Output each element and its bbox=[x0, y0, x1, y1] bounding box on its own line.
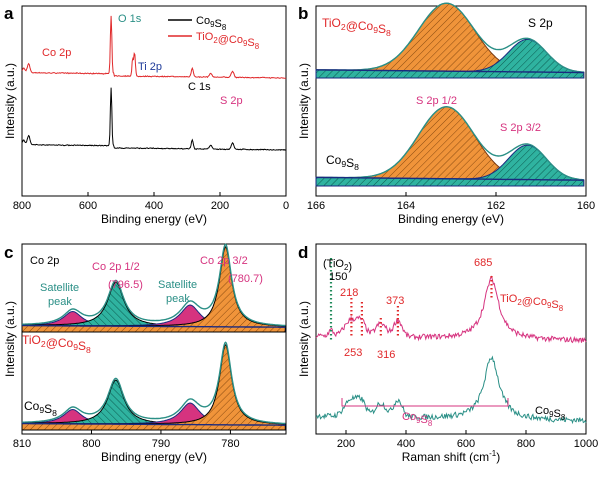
panel-a: 800 600 400 200 0 Binding energy (eV) Intensit… bbox=[3, 4, 289, 226]
y-axis-label: Intensity (a.u.) bbox=[297, 63, 311, 139]
raman-peak-label: 685 bbox=[474, 257, 492, 269]
tio2-co9s8-envelope bbox=[21, 243, 286, 327]
component-label-co2p12-value: (796.5) bbox=[108, 279, 143, 291]
panel-d: 200 400 600 800 1000 Raman shift (cm-1) Intens… bbox=[297, 243, 598, 464]
raman-peak-label: 373 bbox=[386, 295, 404, 307]
x-tick-label: 1000 bbox=[574, 438, 598, 450]
panel-title-s2p: S 2p bbox=[528, 16, 553, 30]
peak-label-c1s: C 1s bbox=[188, 81, 211, 93]
x-tick-label: 600 bbox=[79, 200, 97, 212]
sample-label-co9s8: Co9S8 bbox=[326, 153, 359, 172]
x-tick-label: 160 bbox=[577, 200, 595, 212]
sample-label-tio2-co9s8: TiO2@Co9S8 bbox=[22, 333, 91, 355]
co9s8-range-bracket bbox=[341, 398, 509, 407]
plot-frame bbox=[315, 243, 587, 435]
satellite-label-1: Satellite bbox=[40, 282, 79, 294]
x-tick-label: 780 bbox=[221, 438, 239, 450]
x-tick-label: 200 bbox=[337, 438, 355, 450]
legend-entry: Co9S8 bbox=[196, 15, 227, 32]
panel-letter: c bbox=[4, 243, 13, 262]
plot-frame bbox=[21, 243, 287, 435]
x-tick-label: 0 bbox=[283, 200, 289, 212]
peak-label-s2p: S 2p bbox=[220, 95, 243, 107]
series-tio2-co9s8 bbox=[315, 275, 587, 344]
peak-label-ti2p: Ti 2p bbox=[138, 61, 162, 73]
series-co9s8 bbox=[315, 355, 587, 425]
panel-letter: b bbox=[298, 4, 308, 23]
co9s8-baseline bbox=[316, 176, 584, 181]
co9s8-range-label: Co9S8 bbox=[402, 411, 433, 428]
panel-letter: d bbox=[298, 243, 308, 262]
component-label-s2p32: S 2p 3/2 bbox=[500, 122, 541, 134]
component-label-co2p32: Co 2p 3/2 bbox=[200, 255, 248, 267]
x-tick-label: 600 bbox=[457, 438, 475, 450]
x-tick-label: 164 bbox=[397, 200, 415, 212]
satellite-label-1-peak: peak bbox=[48, 296, 72, 308]
x-axis-label: Raman shift (cm-1) bbox=[402, 449, 500, 464]
sample-label-co9s8: Co9S8 bbox=[24, 399, 57, 418]
component-label-co2p12: Co 2p 1/2 bbox=[92, 261, 140, 273]
co9s8-baseline bbox=[22, 422, 286, 426]
satellite-label-2: Satellite bbox=[158, 279, 197, 291]
x-tick-label: 162 bbox=[487, 200, 505, 212]
raman-peak-label: 316 bbox=[377, 349, 395, 361]
x-tick-label: 200 bbox=[211, 200, 229, 212]
legend-entry: TiO2@Co9S8 bbox=[196, 31, 260, 51]
component-label-s2p12: S 2p 1/2 bbox=[416, 95, 457, 107]
x-tick-label: 790 bbox=[152, 438, 170, 450]
sample-label-co9s8: Co9S8 bbox=[535, 405, 566, 422]
x-tick-label: 400 bbox=[145, 200, 163, 212]
series-co9s8 bbox=[21, 87, 287, 151]
raman-peak-label: 253 bbox=[344, 347, 362, 359]
series-tio2-co9s8 bbox=[21, 15, 287, 80]
x-axis-label: Binding energy (eV) bbox=[101, 450, 207, 464]
x-tick-label: 810 bbox=[13, 438, 31, 450]
x-tick-label: 800 bbox=[517, 438, 535, 450]
y-axis-label: Intensity (a.u.) bbox=[3, 63, 17, 139]
x-axis-label: Binding energy (eV) bbox=[398, 212, 504, 226]
panel-b: 166 164 162 160 Binding energy (eV) Intensity… bbox=[297, 2, 595, 226]
tio2-co9s8-baseline bbox=[22, 324, 286, 328]
panel-c: 810 800 790 780 Binding energy (eV) Intensity… bbox=[3, 243, 287, 464]
x-axis-label: Binding energy (eV) bbox=[101, 212, 207, 226]
y-axis-label: Intensity (a.u.) bbox=[3, 301, 17, 377]
panel-letter: a bbox=[4, 4, 14, 23]
satellite-label-2-peak: peak bbox=[166, 293, 190, 305]
raman-peak-label: 218 bbox=[340, 287, 358, 299]
plot-frame bbox=[21, 5, 287, 197]
tio2-co9s8-baseline bbox=[315, 69, 584, 74]
panel-title-co2p: Co 2p bbox=[30, 255, 59, 267]
tio2-reference-label: (TiO2) bbox=[323, 258, 352, 273]
co9s8-envelope bbox=[21, 341, 286, 425]
component-label-co2p32-value: (780.7) bbox=[228, 273, 263, 285]
x-tick-label: 400 bbox=[397, 438, 415, 450]
peak-label-co2p: Co 2p bbox=[42, 47, 71, 59]
x-tick-label: 166 bbox=[307, 200, 325, 212]
x-tick-label: 800 bbox=[13, 200, 31, 212]
sample-label-tio2-co9s8: TiO2@Co9S8 bbox=[500, 293, 564, 313]
y-axis-label: Intensity (a.u.) bbox=[297, 301, 311, 377]
peak-label-o1s: O 1s bbox=[118, 13, 142, 25]
raman-peak-label: 150 bbox=[329, 271, 347, 283]
x-tick-label: 800 bbox=[82, 438, 100, 450]
sample-label-tio2-co9s8: TiO2@Co9S8 bbox=[322, 16, 391, 38]
